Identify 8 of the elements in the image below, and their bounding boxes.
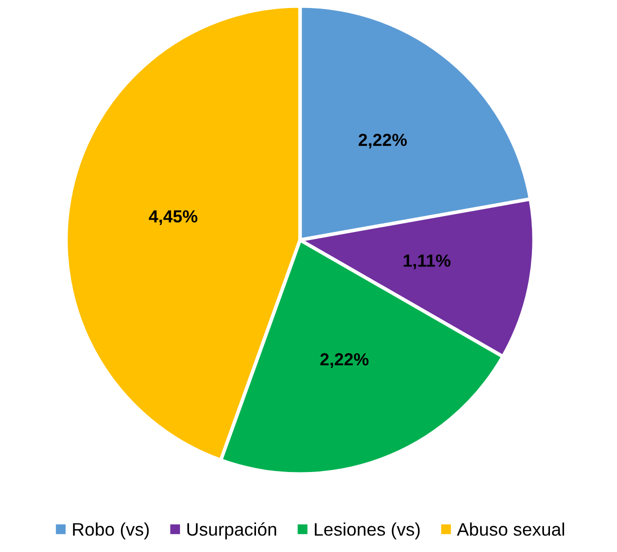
data-label: 1,11% [404, 254, 450, 270]
legend-label: Robo (vs) [73, 522, 149, 540]
data-label: 4,45% [148, 210, 198, 226]
legend-label: Usurpación [187, 522, 276, 540]
data-label: 2,22% [358, 134, 407, 149]
legend-label: Lesiones (vs) [314, 522, 420, 540]
legend-label: Abuso sexual [456, 522, 564, 536]
data-label: 2,22% [320, 353, 369, 368]
